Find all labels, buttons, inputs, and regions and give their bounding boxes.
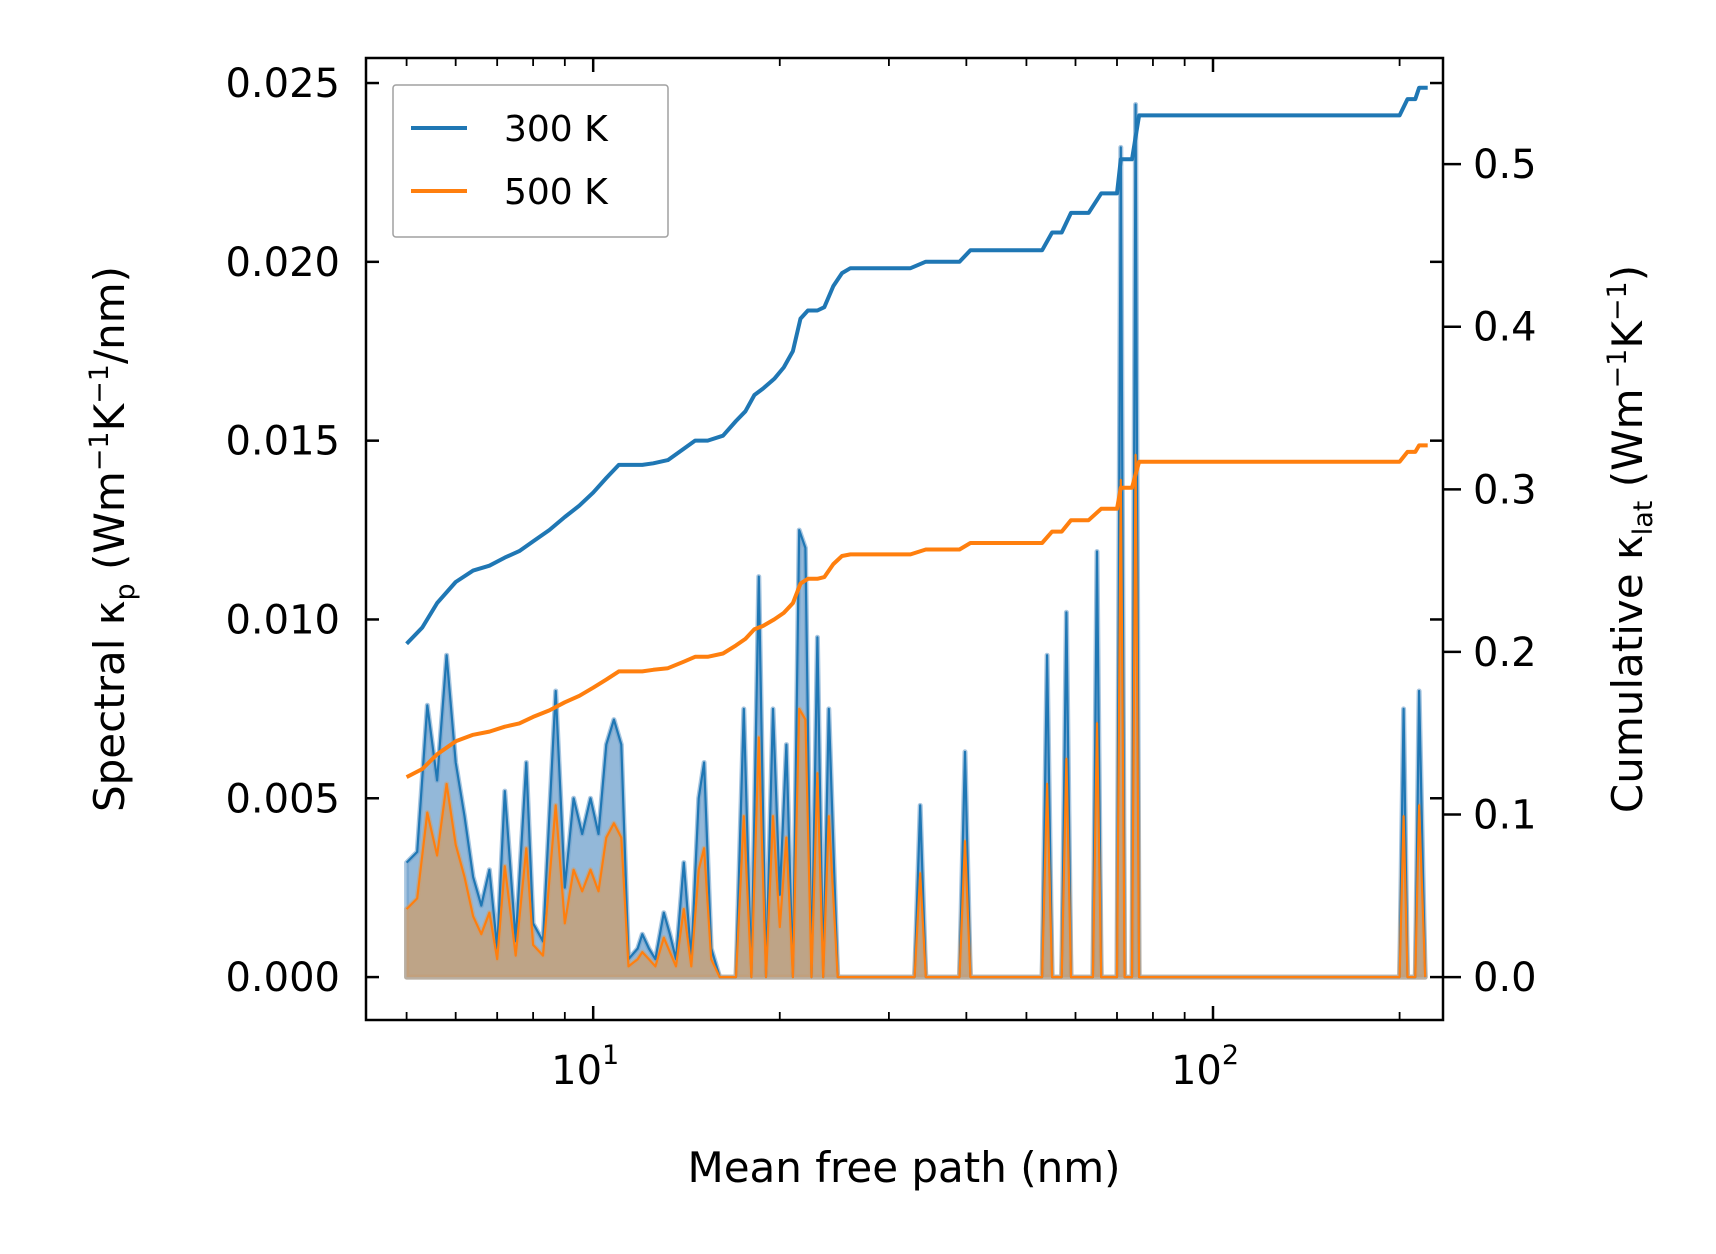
y-tick-label-left: 0.025 [225,61,340,107]
plot-frame [364,56,1445,1022]
tick-layer: 0.000 0.005 0.010 0.015 0.020 0.025 0.0 0.1 0.2 0… [225,58,1537,1094]
y-tick-label-right: 0.2 [1473,630,1537,676]
y-tick-label-right: 0.0 [1473,955,1537,1001]
y-tick-label-left: 0.015 [225,419,340,465]
x-tick-label: 102 [1171,1040,1239,1094]
legend: 300 K 500 K [392,84,669,238]
x-tick-label: 101 [551,1040,619,1094]
y-tick-label-right: 0.4 [1473,305,1537,351]
y-tick-label-left: 0.020 [225,240,340,286]
cumulative-line-300k [405,85,1428,646]
cumulative-line-500k [405,443,1428,779]
legend-label-500k: 500 K [504,172,609,213]
spectral-line-500k [405,453,1427,979]
cumulative-line-layer [405,85,1428,779]
y-tick-label-right: 0.3 [1473,467,1537,513]
x-axis-label: Mean free path (nm) [687,1143,1120,1192]
y-tick-label-right: 0.1 [1473,792,1537,838]
spectral-line-layer [405,103,1427,979]
y-tick-label-left: 0.005 [225,776,340,822]
y-axis-label-right: Cumulative κlat (Wm−1K−1) [1602,265,1659,813]
legend-label-300k: 300 K [504,109,609,150]
legend-frame [392,84,669,238]
y-tick-label-right: 0.5 [1473,142,1537,188]
y-tick-label-left: 0.000 [225,955,340,1001]
y-axis-label-left: Spectral κp (Wm−1K−1/nm) [84,266,141,812]
y-tick-label-left: 0.010 [225,597,340,643]
